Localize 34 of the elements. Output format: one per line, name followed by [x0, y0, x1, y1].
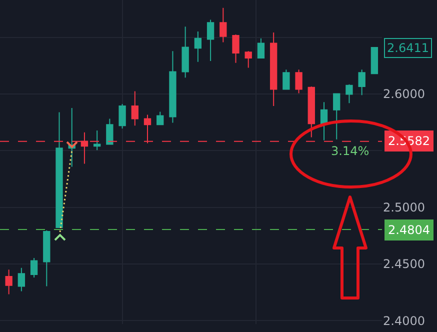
candlestick — [295, 69, 302, 94]
candlestick — [131, 90, 138, 126]
candlestick — [194, 30, 202, 62]
candlestick — [56, 112, 63, 228]
candlestick — [358, 69, 366, 96]
candlestick — [270, 32, 278, 107]
candlestick — [30, 257, 38, 278]
candlestick — [169, 50, 176, 124]
annotation: 3.14% — [331, 144, 370, 158]
candlestick — [156, 111, 164, 126]
candlestick — [220, 7, 227, 43]
y-tick-label: 2.4500 — [383, 257, 425, 272]
candlestick — [43, 230, 50, 287]
candlestick — [93, 130, 101, 151]
candlestick — [232, 34, 240, 64]
candlestick — [206, 19, 214, 62]
candlestick — [118, 104, 126, 129]
y-tick-label: 2.6000 — [383, 87, 425, 102]
candlestick — [308, 86, 315, 138]
candlestick — [5, 269, 12, 295]
candlestick — [346, 84, 353, 104]
candlestick — [244, 50, 252, 68]
text: 2.6411 — [387, 41, 429, 55]
candlestick — [18, 267, 26, 292]
candlestick — [320, 102, 328, 141]
candlestick — [106, 118, 114, 145]
candlestick — [257, 38, 265, 58]
candlestick — [370, 46, 378, 74]
y-tick-label: 2.4000 — [383, 314, 425, 328]
y-tick-label: 2.5000 — [383, 200, 425, 215]
candlestick — [182, 26, 189, 78]
candlestick — [333, 92, 340, 140]
candlestick — [282, 69, 290, 90]
ref-line-label: 2.4804 — [388, 223, 430, 237]
